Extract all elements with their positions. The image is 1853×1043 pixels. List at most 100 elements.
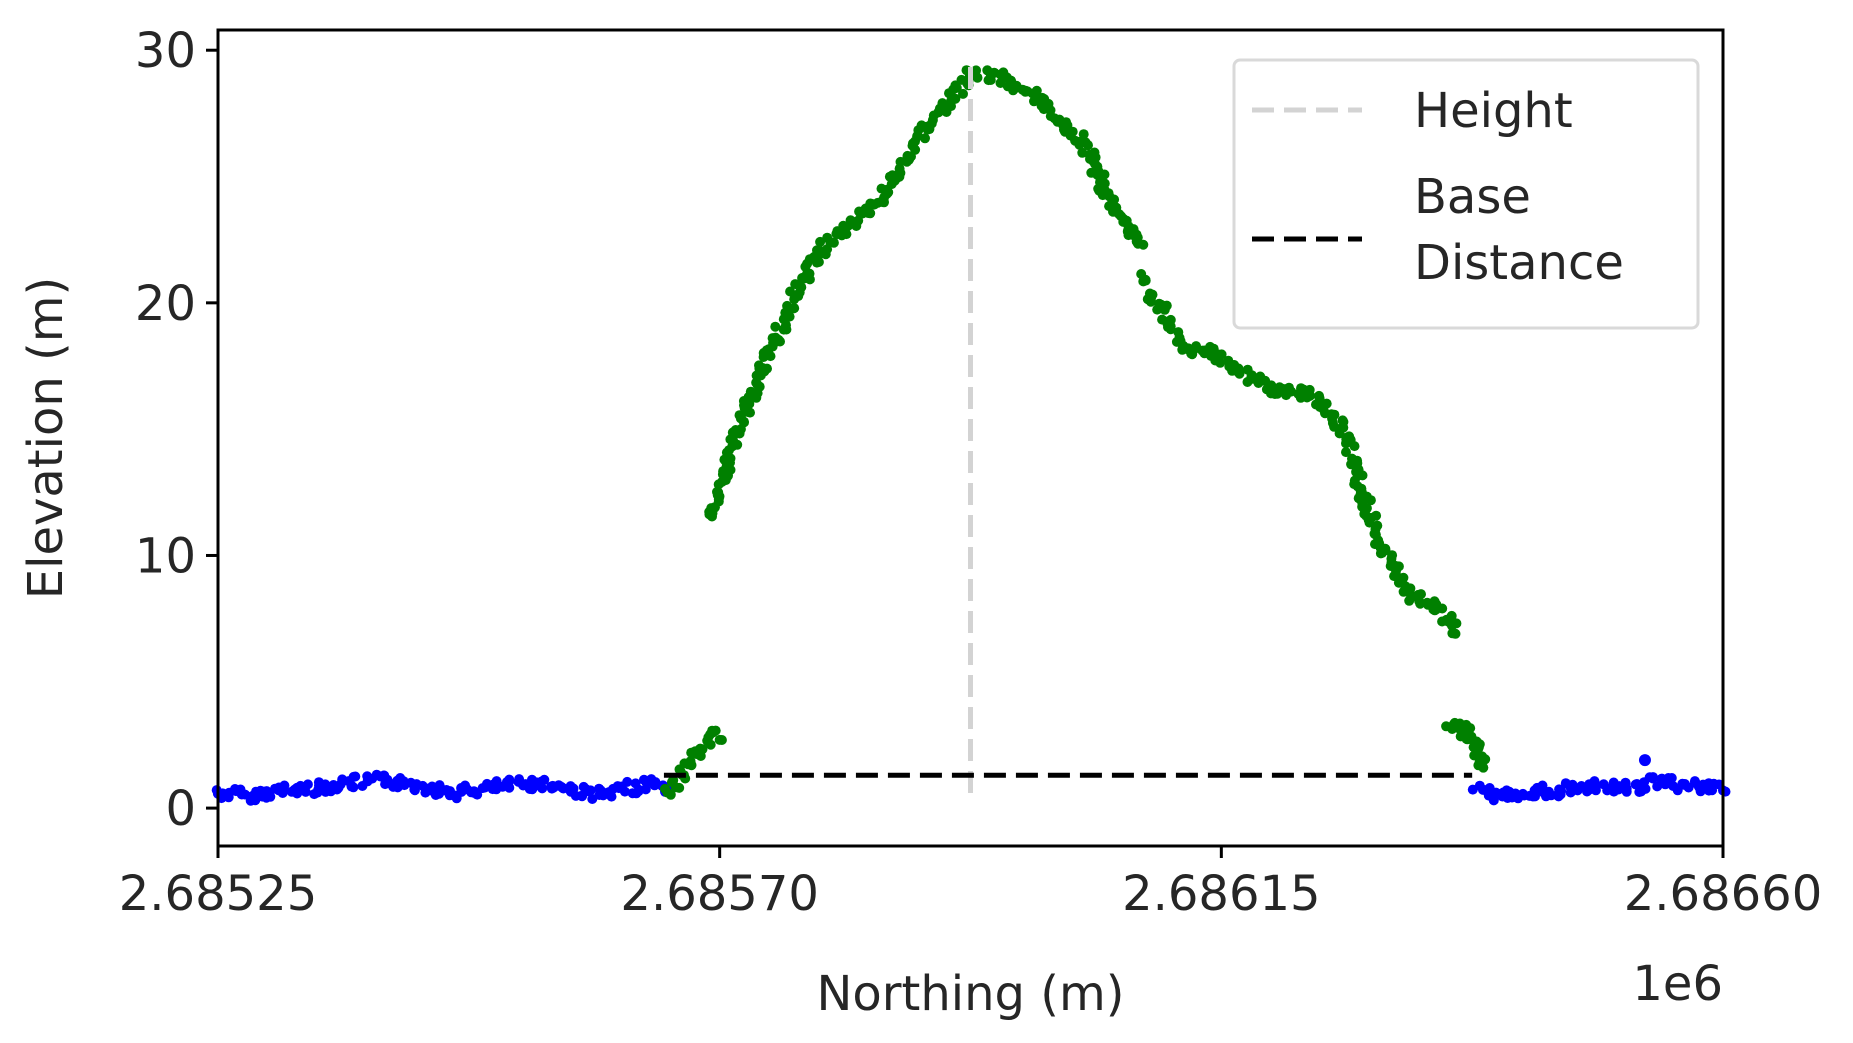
- data-point: [795, 281, 806, 292]
- data-point: [1357, 470, 1368, 481]
- data-point: [1099, 169, 1110, 180]
- series-6: [1136, 269, 1462, 639]
- data-point: [1375, 548, 1386, 559]
- data-point: [734, 410, 745, 421]
- data-point: [998, 72, 1009, 83]
- y-tick-label: 0: [165, 781, 196, 837]
- data-point: [713, 487, 724, 498]
- data-point: [1621, 786, 1632, 797]
- data-point: [640, 784, 651, 795]
- data-point: [674, 782, 685, 793]
- data-point: [881, 184, 892, 195]
- plot-frame: [216, 28, 1725, 848]
- data-point: [350, 771, 361, 782]
- data-point: [813, 257, 824, 267]
- data-point: [865, 198, 876, 209]
- data-point: [841, 229, 852, 240]
- data-point: [504, 782, 515, 793]
- data-point: [1140, 275, 1151, 286]
- data-point: [1372, 520, 1383, 531]
- data-point: [1341, 438, 1351, 449]
- y-tick-label: 10: [135, 528, 196, 584]
- data-point: [920, 133, 930, 144]
- data-point: [565, 781, 576, 792]
- data-point: [1437, 603, 1448, 614]
- data-point: [734, 428, 745, 439]
- data-point: [665, 789, 676, 800]
- legend-label: Height: [1414, 83, 1573, 139]
- x-tick-label: 2.68615: [1122, 866, 1321, 922]
- data-point: [1690, 777, 1701, 788]
- data-point: [619, 786, 630, 797]
- data-point: [1556, 786, 1567, 796]
- data-point: [1329, 409, 1340, 420]
- data-point: [1478, 762, 1489, 773]
- data-point: [223, 792, 234, 803]
- data-points: [211, 65, 1731, 806]
- data-point: [763, 344, 774, 355]
- data-point: [1638, 754, 1651, 767]
- data-point: [742, 399, 753, 410]
- data-point: [302, 779, 313, 790]
- data-point: [630, 778, 641, 789]
- series-4: [704, 65, 982, 522]
- data-point: [752, 380, 763, 390]
- data-point: [1364, 517, 1375, 528]
- data-point: [780, 307, 791, 318]
- data-point: [1341, 447, 1351, 458]
- data-point: [1159, 304, 1170, 315]
- data-point: [1043, 98, 1054, 109]
- data-point: [950, 93, 961, 104]
- data-point: [1510, 788, 1521, 799]
- data-point: [1450, 628, 1461, 639]
- data-point: [727, 434, 738, 445]
- data-point: [1121, 215, 1132, 226]
- data-point: [434, 780, 445, 791]
- data-point: [668, 775, 679, 786]
- y-axis-label: Elevation (m): [18, 277, 74, 599]
- data-point: [705, 739, 716, 750]
- data-point: [409, 785, 420, 796]
- data-point: [1215, 357, 1226, 368]
- data-point: [605, 787, 616, 798]
- data-point: [902, 150, 913, 161]
- data-point: [1451, 618, 1462, 629]
- data-point: [434, 788, 445, 799]
- data-point: [445, 786, 456, 797]
- data-point: [985, 75, 996, 85]
- data-point: [1365, 495, 1376, 506]
- data-point: [320, 779, 331, 790]
- data-point: [710, 725, 721, 736]
- data-point: [582, 786, 592, 797]
- reference-lines: [663, 65, 1473, 793]
- data-point: [1355, 489, 1366, 500]
- data-point: [812, 245, 822, 256]
- data-point: [1304, 384, 1315, 395]
- data-point: [770, 321, 781, 332]
- data-point: [1335, 423, 1346, 434]
- data-point: [697, 744, 708, 755]
- data-point: [1234, 368, 1245, 379]
- data-point: [1187, 349, 1198, 360]
- data-point: [927, 115, 938, 125]
- series-5: [972, 65, 1149, 250]
- data-point: [1652, 781, 1663, 792]
- x-axis-offset-label: 1e6: [1632, 956, 1723, 1012]
- data-point: [1543, 786, 1554, 797]
- data-point: [504, 774, 515, 785]
- data-point: [785, 286, 796, 297]
- data-point: [1077, 136, 1088, 147]
- legend-box: [1232, 58, 1700, 330]
- data-point: [1296, 383, 1306, 394]
- legend-entry: Base Distance: [1252, 169, 1624, 291]
- data-point: [539, 774, 550, 785]
- x-tick-label: 2.68525: [119, 866, 318, 922]
- data-point: [972, 72, 983, 83]
- y-axis-ticks: 0 10 20 30: [135, 23, 218, 837]
- legend-label: Base: [1414, 169, 1531, 225]
- data-point: [1537, 780, 1548, 791]
- data-point: [1371, 510, 1382, 521]
- data-point: [556, 781, 567, 792]
- data-point: [1031, 85, 1042, 96]
